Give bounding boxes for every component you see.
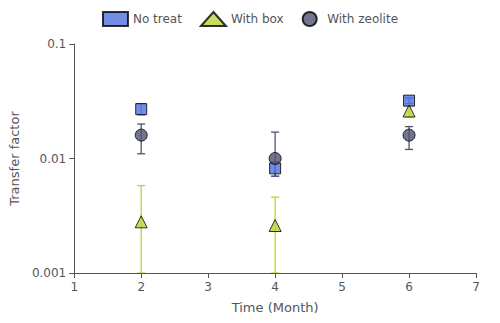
svg-text:Time (Month): Time (Month) xyxy=(231,300,319,315)
svg-text:No treat: No treat xyxy=(133,12,182,26)
svg-text:1: 1 xyxy=(70,280,78,294)
svg-text:0.01: 0.01 xyxy=(40,152,67,166)
svg-text:2: 2 xyxy=(137,280,145,294)
svg-text:With zeolite: With zeolite xyxy=(327,12,398,26)
svg-text:4: 4 xyxy=(271,280,279,294)
svg-text:3: 3 xyxy=(204,280,212,294)
svg-text:0.1: 0.1 xyxy=(47,37,66,51)
svg-text:7: 7 xyxy=(472,280,480,294)
svg-text:With box: With box xyxy=(231,12,284,26)
svg-text:6: 6 xyxy=(405,280,413,294)
svg-text:0.001: 0.001 xyxy=(32,266,66,280)
svg-text:5: 5 xyxy=(338,280,346,294)
svg-text:Transfer factor: Transfer factor xyxy=(7,111,22,207)
